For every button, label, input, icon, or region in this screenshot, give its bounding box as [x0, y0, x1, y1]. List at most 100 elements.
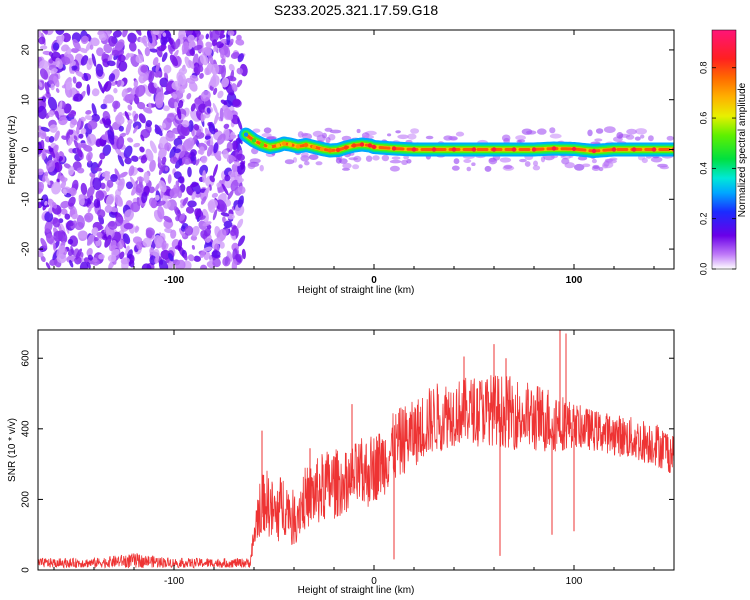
noise-dot: [59, 175, 66, 182]
noise-dot: [64, 213, 71, 220]
noise-dot: [56, 253, 67, 264]
noise-dot: [99, 152, 106, 160]
noise-dot: [189, 49, 195, 56]
spectrogram-x-tick-label: 0: [371, 275, 377, 286]
noise-dot: [135, 54, 144, 64]
noise-dot: [133, 125, 139, 134]
spectrogram-y-tick-label: -10: [21, 192, 32, 207]
noise-dot: [76, 147, 83, 158]
noise-dot: [165, 131, 176, 142]
noise-dot: [122, 30, 128, 38]
noise-dot: [154, 124, 163, 137]
ridge-point: [391, 146, 397, 151]
noise-dot: [217, 150, 222, 156]
noise-dot: [47, 96, 58, 111]
noise-dot: [148, 70, 155, 83]
snr-line: [38, 375, 674, 569]
halo-dot: [348, 157, 359, 161]
noise-dot: [106, 179, 114, 188]
noise-dot: [202, 221, 212, 227]
halo-dot: [356, 128, 361, 134]
ridge-point: [631, 147, 637, 152]
noise-dot: [187, 254, 195, 262]
noise-dot: [200, 155, 208, 164]
noise-dot: [108, 35, 117, 47]
noise-dot: [40, 255, 46, 263]
halo-dot: [526, 130, 537, 135]
noise-dot: [80, 55, 89, 66]
noise-dot: [140, 134, 145, 142]
spectrogram-y-tick-label: 20: [21, 44, 32, 56]
colorbar: 0.0 0.2 0.4 0.6 0.8 Normalized spectral ampl…: [698, 29, 748, 275]
noise-dot: [227, 154, 237, 161]
noise-dot: [208, 199, 218, 209]
noise-dot: [119, 251, 125, 260]
halo-dot: [533, 160, 538, 167]
noise-dot: [55, 57, 63, 69]
noise-dot: [48, 136, 55, 143]
noise-dot: [98, 80, 104, 94]
noise-dot: [224, 174, 231, 182]
ridge-point: [471, 147, 477, 152]
noise-dot: [162, 32, 167, 37]
noise-dot: [183, 260, 192, 269]
colorbar-tick-label: 0.8: [698, 61, 708, 74]
noise-dot: [149, 159, 156, 172]
noise-dot: [107, 134, 115, 145]
noise-dot: [141, 191, 148, 204]
noise-dot: [60, 208, 68, 215]
ridge-point: [243, 132, 249, 137]
noise-dot: [154, 256, 159, 264]
halo-dot: [640, 134, 645, 139]
noise-dot: [95, 138, 103, 147]
noise-dot: [55, 88, 60, 93]
noise-dot: [167, 252, 174, 262]
halo-dot: [594, 138, 603, 142]
noise-dot: [133, 113, 139, 122]
noise-dot: [69, 259, 74, 268]
noise-dot: [127, 104, 133, 111]
halo-dot: [352, 164, 360, 170]
noise-dot: [70, 65, 78, 71]
noise-dot: [52, 217, 61, 228]
halo-dot: [463, 159, 472, 163]
ridge-point: [591, 148, 597, 154]
noise-dot: [219, 107, 224, 122]
noise-dot: [114, 168, 121, 181]
noise-dot: [83, 72, 89, 82]
noise-dot: [117, 178, 125, 192]
noise-dot: [195, 158, 200, 166]
noise-dot: [106, 60, 116, 67]
snr-panel: -100 0 100 0 200 400 600 Height of straight l…: [7, 329, 675, 596]
noise-dot: [45, 233, 55, 245]
noise-dot: [145, 148, 154, 162]
noise-dot: [223, 220, 233, 229]
noise-dot: [193, 123, 200, 131]
noise-dot: [72, 76, 77, 84]
noise-dot: [113, 88, 118, 94]
snr-x-ticks: -100 0 100: [53, 330, 655, 587]
noise-dot: [46, 159, 56, 173]
ridge-point: [295, 144, 301, 149]
noise-dot: [112, 30, 122, 38]
halo-dot: [659, 165, 670, 170]
noise-dot: [237, 53, 244, 63]
ridge-point: [343, 145, 349, 150]
noise-dot: [166, 113, 175, 123]
noise-dot: [137, 167, 144, 173]
ridge-point: [651, 147, 657, 152]
spectrogram-y-tick-label: 0: [21, 146, 32, 152]
noise-dot: [123, 145, 133, 159]
noise-dot: [220, 212, 230, 217]
noise-dot: [87, 254, 93, 261]
noise-dot: [53, 75, 60, 88]
noise-dot: [77, 142, 82, 150]
noise-dot: [179, 213, 186, 222]
noise-dot: [127, 32, 137, 44]
noise-dot: [80, 143, 87, 149]
noise-dot: [196, 129, 202, 136]
noise-dot: [136, 101, 146, 110]
noise-dot: [204, 46, 213, 56]
halo-dot: [592, 164, 600, 169]
ridge-point: [281, 141, 287, 146]
